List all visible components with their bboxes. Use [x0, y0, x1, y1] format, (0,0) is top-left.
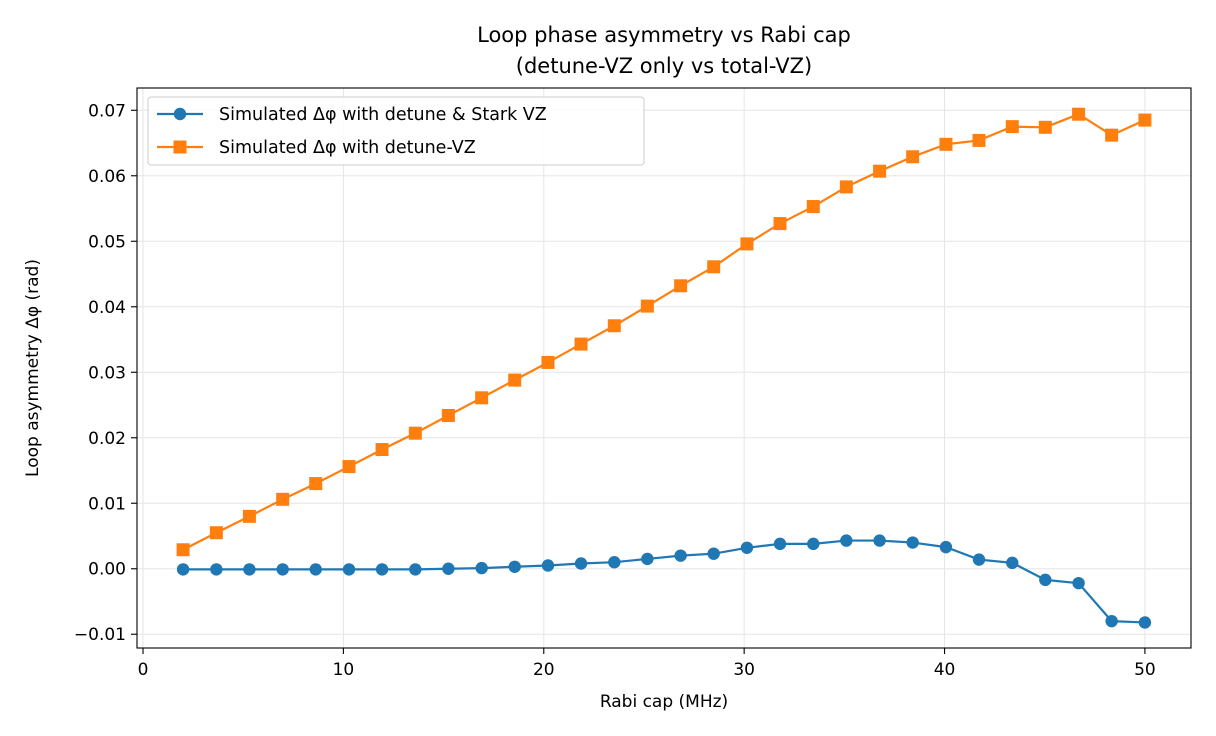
series-2-point — [1138, 113, 1152, 127]
series-line-1 — [183, 539, 1145, 624]
legend-entry-2: Simulated Δφ with detune-VZ — [157, 138, 476, 158]
series-1-point — [508, 560, 521, 573]
chart-title-line1: Loop phase asymmetry vs Rabi cap — [477, 23, 851, 47]
series-1-point — [176, 563, 190, 576]
series-1-point — [1039, 573, 1052, 587]
y-tick-label: −0.01 — [74, 625, 126, 645]
series-1-point — [1138, 616, 1152, 629]
series-2-point — [242, 509, 256, 523]
series-1-point — [972, 553, 986, 566]
series-1-point — [541, 559, 555, 572]
y-tick-label: 0.04 — [88, 298, 126, 318]
series-1-point — [574, 557, 588, 570]
series-1-point — [1105, 614, 1118, 628]
legend-label-1: Simulated Δφ with detune & Stark VZ — [219, 105, 547, 125]
series-2-point — [939, 137, 953, 151]
y-tick-label: 0.06 — [88, 167, 126, 187]
series-1-point — [375, 563, 389, 576]
series-1-point — [475, 561, 488, 575]
series-2-point — [607, 319, 621, 333]
series-line-2 — [182, 113, 1146, 551]
series-1-point — [840, 534, 853, 547]
series-1-point — [409, 563, 422, 576]
series-2-point — [972, 133, 986, 147]
plot-series — [176, 107, 1152, 629]
series-2-point — [276, 492, 290, 506]
x-tick-label: 50 — [1134, 660, 1156, 680]
series-1-point — [442, 562, 455, 575]
series-1-point — [773, 537, 787, 551]
legend-marker-square — [173, 140, 187, 154]
series-1-point — [276, 563, 289, 576]
x-tick-label: 40 — [934, 660, 956, 680]
series-2-point — [806, 200, 820, 214]
series-1-point — [608, 555, 621, 569]
series-2-point — [176, 543, 190, 557]
y-tick-label: 0.01 — [88, 494, 126, 514]
series-2-point — [740, 237, 754, 251]
series-1-point — [707, 547, 720, 560]
x-tick-label: 20 — [533, 660, 555, 680]
x-tick-label: 30 — [733, 660, 755, 680]
series-1-point — [873, 534, 886, 547]
series-1-point — [243, 563, 256, 576]
series-2-point — [342, 460, 356, 474]
series-2-point — [873, 164, 887, 178]
series-1-point — [1072, 576, 1085, 590]
series-1-point — [674, 549, 687, 562]
series-2-point — [1005, 120, 1019, 134]
legend-label-2: Simulated Δφ with detune-VZ — [219, 138, 476, 158]
series-1-point — [906, 536, 919, 549]
y-tick-label: 0.00 — [88, 560, 126, 580]
series-2-point — [839, 180, 853, 194]
series-2-point — [475, 391, 489, 405]
series-1-point — [807, 537, 820, 551]
series-2-point — [441, 408, 455, 422]
series-2-point — [707, 260, 721, 274]
chart-title-line2: (detune-VZ only vs total-VZ) — [516, 54, 812, 78]
axes-frame — [136, 87, 1192, 649]
series-1-point — [210, 563, 223, 576]
x-tick-label: 0 — [138, 660, 149, 680]
legend: Simulated Δφ with detune & Stark VZ Simu… — [147, 96, 645, 166]
series-1-point — [939, 540, 953, 554]
legend-frame — [147, 96, 645, 166]
series-2-point — [906, 150, 920, 164]
y-axis-label: Loop asymmetry Δφ (rad) — [23, 259, 43, 477]
legend-marker-circle — [173, 107, 187, 121]
series-1-point — [641, 552, 654, 566]
series-2-point — [408, 426, 422, 440]
series-2-point — [209, 526, 223, 540]
series-2-point — [1038, 120, 1052, 134]
series-1-point — [740, 541, 754, 554]
series-1-point — [1006, 556, 1019, 570]
series-2-point — [508, 373, 522, 387]
series-2-point — [640, 299, 654, 313]
legend-entry-1: Simulated Δφ with detune & Stark VZ — [157, 105, 547, 125]
y-tick-label: 0.02 — [88, 429, 126, 449]
x-tick-label: 10 — [333, 660, 355, 680]
x-axis-label: Rabi cap (MHz) — [600, 692, 728, 712]
series-2-point — [574, 337, 588, 351]
series-2-point — [541, 355, 555, 369]
series-2-point — [773, 217, 787, 231]
series-1-point — [342, 563, 356, 576]
series-2-point — [309, 477, 323, 491]
series-2-point — [1072, 107, 1086, 121]
grid — [137, 88, 1191, 648]
ticks: 0 10 20 30 40 50 −0.01 0.00 0.01 0.02 0.03 0.04 0.05… — [74, 101, 1156, 680]
series-2-point — [1105, 128, 1119, 142]
series-2-point — [375, 443, 389, 457]
y-tick-label: 0.03 — [88, 363, 126, 383]
series-2-point — [674, 279, 688, 293]
y-tick-label: 0.07 — [88, 101, 126, 121]
series-1-point — [309, 563, 322, 576]
y-tick-label: 0.05 — [88, 232, 126, 252]
